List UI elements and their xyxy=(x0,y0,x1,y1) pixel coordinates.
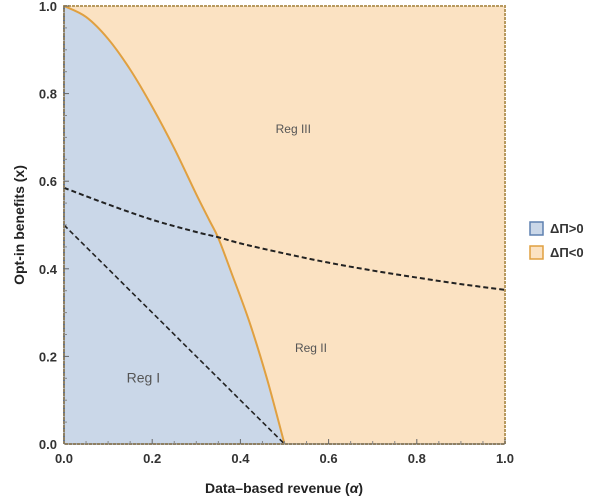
axes: 0.0 0.2 0.4 0.6 0.8 1.0 0.0 0.2 0.4 0.6 0.8 1.0 xyxy=(39,0,514,466)
region-label-3: Reg III xyxy=(276,122,311,136)
positive-region xyxy=(64,6,285,444)
x-tick-label: 0.4 xyxy=(231,451,250,466)
legend-swatch-2 xyxy=(529,245,544,260)
x-axis-title-symbol: α xyxy=(350,480,360,496)
x-tick-label: 1.0 xyxy=(496,451,514,466)
y-axis-title: Opt-in benefits (x) xyxy=(11,165,27,285)
region-label-2: Reg II xyxy=(295,341,327,355)
boundary-curve xyxy=(63,5,286,445)
y-tick-label: 0.0 xyxy=(39,437,57,452)
legend: ΔΠ>0 ΔΠ<0 xyxy=(529,221,584,260)
y-tick-label: 0.8 xyxy=(39,87,57,102)
y-tick-label: 1.0 xyxy=(39,0,57,14)
y-tick-label: 0.4 xyxy=(39,262,58,277)
x-axis-title-text: Data–based revenue ( xyxy=(205,480,350,496)
y-tick-label: 0.2 xyxy=(39,349,57,364)
x-tick-label: 0.6 xyxy=(320,451,338,466)
x-axis-title: Data–based revenue (α) xyxy=(205,480,363,496)
x-tick-label: 0.8 xyxy=(408,451,426,466)
plot-area: Reg I Reg II Reg III xyxy=(63,5,506,445)
legend-label-2: ΔΠ<0 xyxy=(550,245,584,260)
x-tick-label: 0.2 xyxy=(143,451,161,466)
x-axis-title-close: ) xyxy=(358,480,363,496)
dashed-lower-line xyxy=(63,224,286,445)
y-tick-label: 0.6 xyxy=(39,174,57,189)
x-tick-label: 0.0 xyxy=(55,451,73,466)
region-label-1: Reg I xyxy=(127,370,160,386)
legend-swatch-1 xyxy=(529,221,544,236)
dashed-upper-curve xyxy=(63,186,506,291)
legend-label-1: ΔΠ>0 xyxy=(550,221,584,236)
